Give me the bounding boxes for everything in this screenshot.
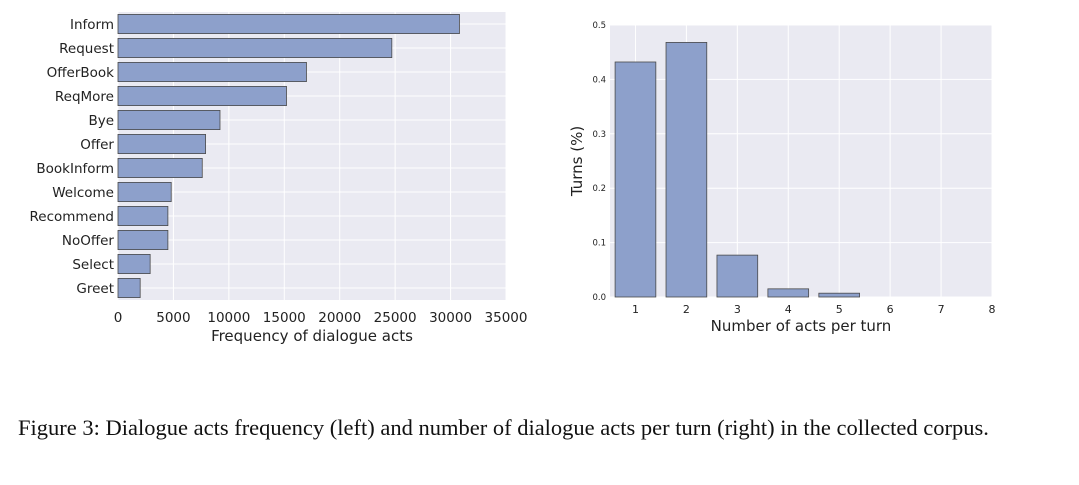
- right-bar-5: [818, 292, 860, 298]
- left-bar-welcome: [117, 181, 172, 202]
- right-x-tick-label: 8: [989, 303, 996, 316]
- right-x-tick-label: 1: [632, 303, 639, 316]
- left-x-tick-label: 35000: [485, 310, 528, 326]
- left-category-label: Select: [72, 257, 114, 273]
- left-bar-greet: [117, 277, 141, 298]
- figure-caption: Figure 3: Dialogue acts frequency (left)…: [18, 415, 989, 440]
- left-x-tick-label: 5000: [156, 310, 190, 326]
- right-bar-2: [665, 42, 708, 298]
- left-x-tick-labels: 0 5000 10000 15000 20000 25000 30000 35000: [114, 310, 528, 326]
- left-x-tick-label: 25000: [374, 310, 417, 326]
- left-category-label: Welcome: [52, 185, 114, 201]
- right-y-tick-label: 0.2: [592, 184, 606, 194]
- left-x-tick-label: 15000: [263, 310, 306, 326]
- right-y-tick-label: 0.0: [592, 293, 606, 303]
- left-bar-offer: [117, 133, 206, 154]
- left-bar-nooffer: [117, 229, 169, 250]
- left-category-label: Inform: [70, 17, 114, 33]
- right-x-tick-label: 5: [836, 303, 843, 316]
- left-plot-background: [118, 12, 506, 300]
- right-bar-3: [716, 254, 759, 298]
- right-x-axis-label: Number of acts per turn: [711, 317, 892, 335]
- right-x-tick-label: 2: [683, 303, 690, 316]
- right-y-tick-label: 0.4: [592, 75, 606, 85]
- right-y-axis-label: Turns (%): [568, 126, 586, 197]
- left-bar-recommend: [117, 205, 169, 226]
- right-x-tick-labels: 1 2 3 4 5 6 7 8: [632, 303, 996, 316]
- left-chart-acts-frequency: Inform Request OfferBook ReqMore Bye Offer Boo…: [30, 12, 528, 345]
- right-x-tick-label: 6: [887, 303, 894, 316]
- left-category-label: Bye: [88, 113, 114, 129]
- left-category-label: Offer: [80, 137, 114, 153]
- left-category-label: Greet: [76, 281, 114, 297]
- left-x-tick-label: 20000: [318, 310, 361, 326]
- left-category-label: NoOffer: [62, 233, 115, 249]
- left-category-label: BookInform: [36, 161, 114, 177]
- left-x-tick-label: 10000: [207, 310, 250, 326]
- right-bar-1: [614, 61, 657, 298]
- right-x-tick-label: 3: [734, 303, 741, 316]
- left-bar-bookinform: [117, 157, 203, 178]
- right-y-tick-label: 0.1: [592, 239, 606, 249]
- right-y-tick-label: 0.3: [592, 130, 606, 140]
- right-x-tick-label: 4: [785, 303, 792, 316]
- right-bars: [614, 42, 860, 298]
- left-x-tick-label: 0: [114, 310, 123, 326]
- right-x-tick-label: 7: [938, 303, 945, 316]
- left-category-label: ReqMore: [55, 89, 114, 105]
- left-bars: [117, 13, 460, 298]
- left-x-tick-label: 30000: [429, 310, 472, 326]
- left-bar-select: [117, 253, 151, 274]
- left-x-axis-label: Frequency of dialogue acts: [211, 327, 413, 345]
- right-bar-4: [767, 288, 810, 298]
- left-category-label: OfferBook: [47, 65, 115, 81]
- right-chart-acts-per-turn: 0.0 0.1 0.2 0.3 0.4 0.5 1 2 3 4 5 6 7 8 Number of ac…: [568, 21, 996, 335]
- right-y-tick-labels: 0.0 0.1 0.2 0.3 0.4 0.5: [592, 21, 606, 303]
- left-category-labels: Inform Request OfferBook ReqMore Bye Offer Boo…: [30, 17, 115, 297]
- left-bar-reqmore: [117, 86, 287, 107]
- right-y-tick-label: 0.5: [592, 21, 606, 31]
- left-bar-inform: [117, 13, 460, 35]
- left-category-label: Recommend: [30, 209, 115, 225]
- left-bar-offerbook: [117, 62, 307, 83]
- left-category-label: Request: [59, 41, 114, 57]
- left-bar-bye: [117, 110, 221, 131]
- left-bar-request: [117, 38, 393, 59]
